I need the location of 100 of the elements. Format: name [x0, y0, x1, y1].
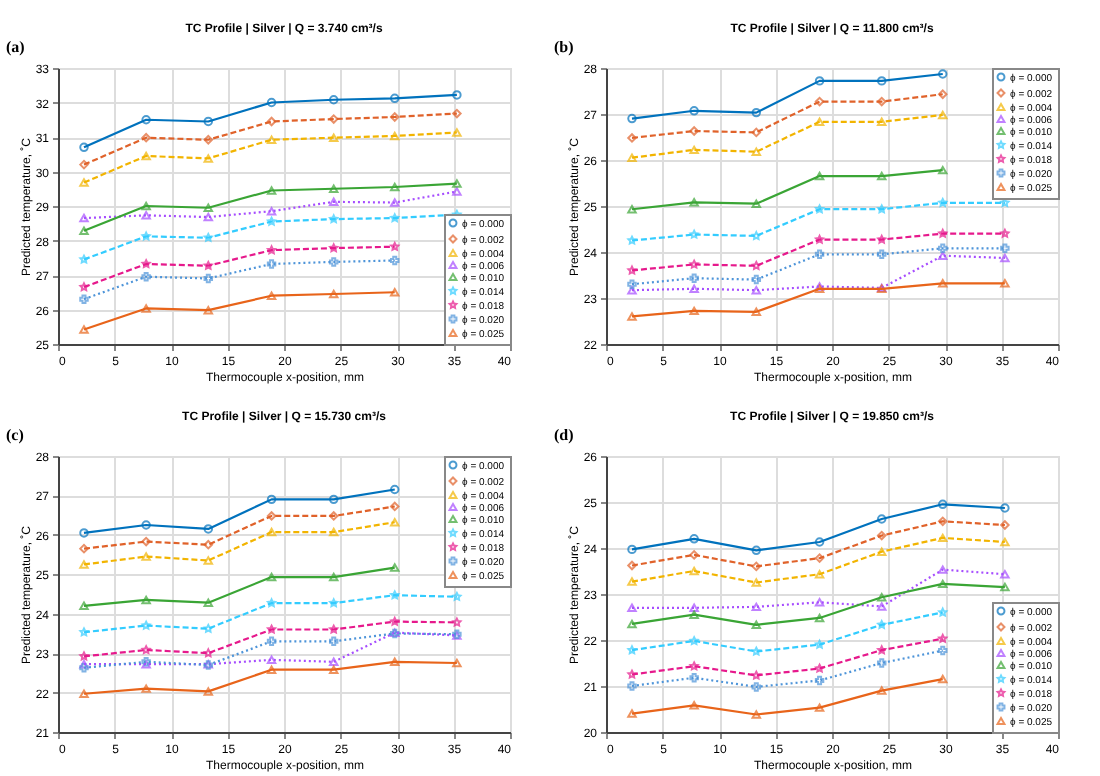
point: [627, 204, 637, 214]
point: [815, 204, 825, 214]
point: [141, 645, 151, 655]
point: [266, 655, 277, 665]
point: [267, 216, 277, 226]
point: [390, 288, 400, 297]
point: [390, 501, 400, 512]
point: [814, 675, 825, 686]
point: [390, 198, 400, 207]
point: [328, 197, 339, 207]
point: [328, 289, 339, 299]
point: [267, 624, 277, 634]
point: [328, 494, 339, 505]
point: [627, 681, 637, 691]
point: [689, 306, 699, 316]
point: [266, 572, 277, 582]
point: [876, 547, 887, 556]
point: [814, 598, 825, 607]
point: [751, 682, 762, 692]
point: [203, 305, 214, 315]
point: [203, 687, 214, 696]
point: [627, 133, 637, 143]
point: [1000, 569, 1010, 579]
point: [79, 282, 89, 292]
point: [689, 126, 699, 136]
point: [266, 259, 277, 269]
point: [79, 178, 89, 187]
point: [266, 527, 277, 537]
point: [938, 279, 948, 288]
point: [938, 633, 948, 643]
point: [203, 212, 214, 222]
point: [390, 657, 400, 667]
point: [79, 627, 89, 637]
point: [141, 536, 151, 547]
point: [203, 623, 213, 633]
point: [203, 203, 214, 212]
point: [79, 689, 89, 698]
point: [266, 494, 277, 505]
point: [938, 499, 948, 510]
point: [938, 579, 948, 589]
point: [689, 550, 699, 560]
point: [203, 154, 214, 163]
text: (c): [6, 426, 25, 444]
point: [751, 261, 761, 270]
point: [452, 128, 462, 137]
point: [390, 563, 400, 572]
point: [79, 213, 89, 223]
point: [814, 171, 825, 181]
point: [141, 151, 151, 161]
point: [815, 639, 825, 649]
point: [1000, 279, 1010, 288]
point: [938, 565, 948, 574]
point: [689, 672, 699, 683]
point: [627, 279, 637, 289]
point: [751, 285, 762, 295]
point: [390, 518, 400, 527]
point: [203, 260, 213, 270]
point: [203, 648, 213, 658]
point: [751, 670, 761, 680]
point: [79, 159, 89, 170]
point: [141, 259, 151, 268]
point: [203, 116, 214, 127]
point: [267, 598, 277, 608]
point: [79, 543, 89, 554]
point: [938, 607, 948, 617]
point: [689, 661, 699, 671]
point: [329, 214, 339, 224]
point: [814, 249, 825, 260]
text: (d): [554, 426, 575, 444]
point: [328, 657, 339, 667]
point: [266, 116, 277, 127]
point: [876, 96, 887, 107]
point: [203, 135, 214, 145]
point: [689, 566, 699, 576]
point: [79, 294, 89, 304]
point: [751, 545, 762, 556]
point: [689, 229, 699, 239]
point: [328, 665, 339, 674]
point: [390, 213, 400, 223]
point: [877, 234, 887, 244]
point: [689, 198, 699, 207]
point: [452, 617, 462, 627]
point: [938, 198, 948, 207]
point: [938, 645, 948, 656]
point: [390, 241, 400, 251]
point: [329, 598, 339, 608]
point: [938, 516, 948, 527]
point: [689, 636, 699, 645]
point: [79, 325, 89, 334]
point: [751, 602, 762, 612]
text: (b): [554, 38, 575, 56]
point: [627, 153, 637, 162]
point: [141, 620, 151, 630]
point: [329, 624, 339, 634]
point: [328, 527, 339, 537]
point: [266, 97, 277, 108]
point: [627, 645, 637, 655]
point: [203, 598, 214, 607]
point: [141, 115, 151, 125]
point: [203, 539, 214, 550]
